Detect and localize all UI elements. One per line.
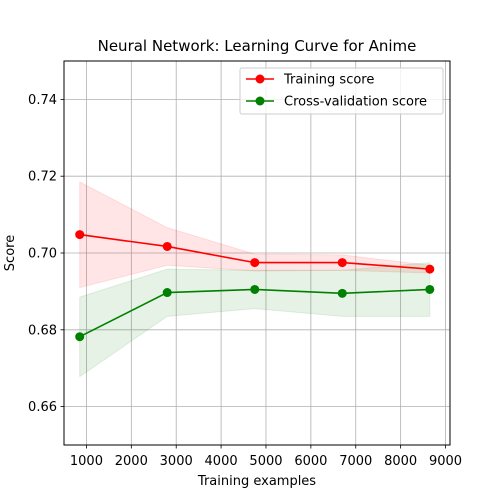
point-series-1	[162, 288, 172, 298]
point-series-1	[337, 288, 347, 298]
y-tick-label: 0.72	[28, 170, 57, 185]
y-tick-label: 0.66	[28, 400, 57, 415]
legend-label: Cross-validation score	[284, 95, 427, 110]
legend: Training score Cross-validation score	[239, 67, 444, 115]
point-series-1	[75, 332, 85, 342]
y-tick-label: 0.70	[28, 247, 57, 262]
y-tick-label: 0.68	[28, 323, 57, 338]
y-axis-label: Score	[3, 235, 18, 271]
point-series-1	[425, 284, 435, 294]
x-tick-label: 7000	[339, 454, 372, 469]
x-tick-label: 5000	[249, 454, 282, 469]
x-tick-label: 6000	[294, 454, 327, 469]
x-tick-label: 2000	[115, 454, 148, 469]
point-series-0	[75, 230, 85, 240]
legend-marker	[255, 74, 265, 84]
series-points	[75, 230, 435, 342]
legend-box	[239, 67, 444, 115]
point-series-0	[425, 264, 435, 274]
x-tick-label: 4000	[205, 454, 238, 469]
x-tick-label: 9000	[429, 454, 462, 469]
point-series-0	[250, 258, 260, 268]
x-tick-label: 1000	[70, 454, 103, 469]
axis-ticks: 1000 2000 3000 4000 5000 6000 7000 8000 9000 0.66…	[28, 93, 462, 469]
point-series-1	[250, 284, 260, 294]
point-series-0	[162, 241, 172, 251]
legend-marker	[255, 96, 265, 106]
x-axis-label: Training examples	[197, 474, 316, 489]
y-tick-label: 0.74	[28, 93, 57, 108]
chart-title: Neural Network: Learning Curve for Anime	[98, 37, 417, 55]
x-tick-label: 8000	[384, 454, 417, 469]
legend-label: Training score	[283, 73, 374, 88]
point-series-0	[337, 258, 347, 268]
x-tick-label: 3000	[160, 454, 193, 469]
